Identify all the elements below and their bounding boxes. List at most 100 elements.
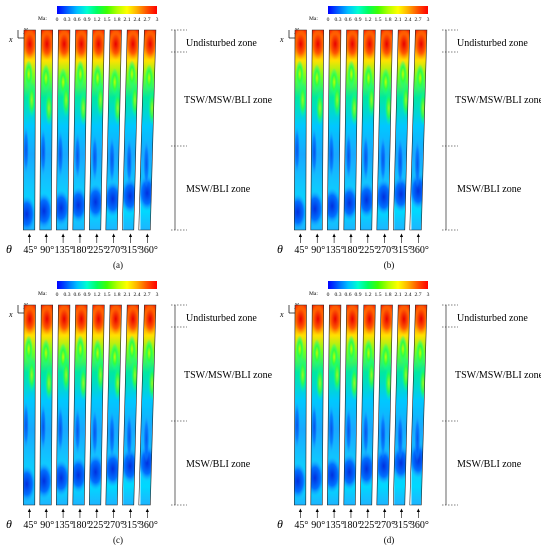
high-mach-core <box>414 305 427 335</box>
colorbar-tick: 2.1 <box>124 292 131 298</box>
zone-label-undisturbed: Undisturbed zone <box>186 313 257 324</box>
low-mach-region <box>327 188 341 224</box>
low-mach-region <box>56 190 70 226</box>
colorbar-tick: 1.2 <box>365 292 372 298</box>
mid-mach-region <box>384 90 393 126</box>
high-mach-core <box>345 305 359 335</box>
contour-field <box>343 30 359 230</box>
contour-field <box>72 305 88 505</box>
theta-arrowhead <box>416 233 420 237</box>
strip-outline <box>105 304 122 506</box>
contour-field <box>105 30 122 230</box>
theta-arrowhead <box>366 233 370 237</box>
zone-label-undisturbed: Undisturbed zone <box>186 38 257 49</box>
colorbar-tick: 2.7 <box>144 292 151 298</box>
panel-caption: (d) <box>384 535 395 545</box>
high-mach-core <box>125 30 139 60</box>
contour-strip-7 <box>121 29 140 231</box>
low-mach-region <box>57 130 64 178</box>
low-mach-region <box>23 196 36 230</box>
contour-field <box>360 30 376 230</box>
theta-symbol: θ <box>277 517 283 531</box>
y-axis-letter: y <box>294 300 299 309</box>
mid-mach-region <box>398 60 407 88</box>
strip-outline <box>376 304 393 506</box>
low-mach-region <box>143 140 150 188</box>
contour-strip-3 <box>55 304 71 506</box>
theta-label: 360° <box>139 520 158 531</box>
low-mach-region <box>91 134 98 182</box>
high-mach-core <box>91 30 105 60</box>
mid-mach-region <box>295 60 304 88</box>
contour-strip-3 <box>326 304 342 506</box>
colorbar-tick: 0.6 <box>74 292 81 298</box>
low-mach-region <box>343 454 359 490</box>
strip-outline <box>293 304 307 506</box>
theta-arrowhead <box>112 233 116 237</box>
contour-strip-2 <box>39 304 54 506</box>
mid-mach-region <box>398 335 407 363</box>
theta-label: 180° <box>71 245 90 256</box>
low-mach-region <box>310 191 324 227</box>
mid-mach-region <box>333 82 341 118</box>
low-mach-region <box>105 451 122 487</box>
theta-symbol: θ <box>6 242 12 256</box>
theta-label: 360° <box>139 245 158 256</box>
contour-strip-5 <box>88 29 105 231</box>
colorbar-tick: 0.3 <box>64 292 71 298</box>
panel-caption: (a) <box>113 260 123 270</box>
colorbar-tick: 0.6 <box>345 17 352 23</box>
low-mach-region <box>397 413 404 461</box>
theta-arrowhead <box>383 508 387 512</box>
contour-field <box>39 305 53 505</box>
contour-field <box>89 305 105 505</box>
contour-field <box>39 30 53 230</box>
high-mach-core <box>57 305 70 335</box>
mid-mach-region <box>381 68 390 96</box>
contour-field <box>56 30 70 230</box>
mid-mach-region <box>347 335 356 363</box>
colorbar-tick: 1.8 <box>385 17 392 23</box>
theta-arrowhead <box>332 508 336 512</box>
mid-mach-region <box>419 90 427 126</box>
colorbar-tick: 2.1 <box>124 17 131 23</box>
theta-label: 90° <box>40 245 54 256</box>
low-mach-region <box>39 193 53 229</box>
high-mach-core <box>294 305 307 335</box>
colorbar-tick: 3 <box>156 292 159 298</box>
contour-strip-2 <box>39 29 54 231</box>
contour-strip-3 <box>55 29 71 231</box>
colorbar-tick: 0.6 <box>345 292 352 298</box>
mid-mach-region <box>113 90 122 126</box>
strip-outline <box>343 29 359 231</box>
mid-mach-region <box>27 82 36 118</box>
high-mach-core <box>362 305 376 335</box>
colorbar-tick: 2.4 <box>134 292 141 298</box>
colorbar-tick: 2.4 <box>405 292 412 298</box>
theta-arrowhead <box>399 508 404 512</box>
low-mach-region <box>126 413 133 461</box>
low-mach-region <box>376 448 393 484</box>
contour-field <box>376 305 393 505</box>
mid-mach-region <box>113 365 122 401</box>
theta-label: 135° <box>326 520 345 531</box>
theta-label: 45° <box>23 520 37 531</box>
colorbar-tick: 3 <box>427 292 430 298</box>
high-mach-core <box>294 30 307 60</box>
high-mach-core <box>39 30 53 60</box>
contour-strip-4 <box>343 304 359 506</box>
theta-label: 45° <box>23 245 37 256</box>
theta-arrowhead <box>332 233 336 237</box>
contour-strip-4 <box>72 29 88 231</box>
strip-outline <box>392 29 411 231</box>
high-mach-core <box>143 30 156 60</box>
mid-mach-region <box>127 60 136 88</box>
colorbar-tick: 0.3 <box>335 17 342 23</box>
mid-mach-region <box>76 60 85 88</box>
colorbar-tick: 2.1 <box>395 17 402 23</box>
colorbar-tick: 1.8 <box>385 292 392 298</box>
colorbar: Ma: 0 0.3 0.6 0.9 1.2 1.5 1.8 2.1 2.4 2.7 3 <box>309 281 430 298</box>
contour-field <box>294 305 307 505</box>
high-mach-core <box>345 30 359 60</box>
mid-mach-region <box>96 357 105 393</box>
